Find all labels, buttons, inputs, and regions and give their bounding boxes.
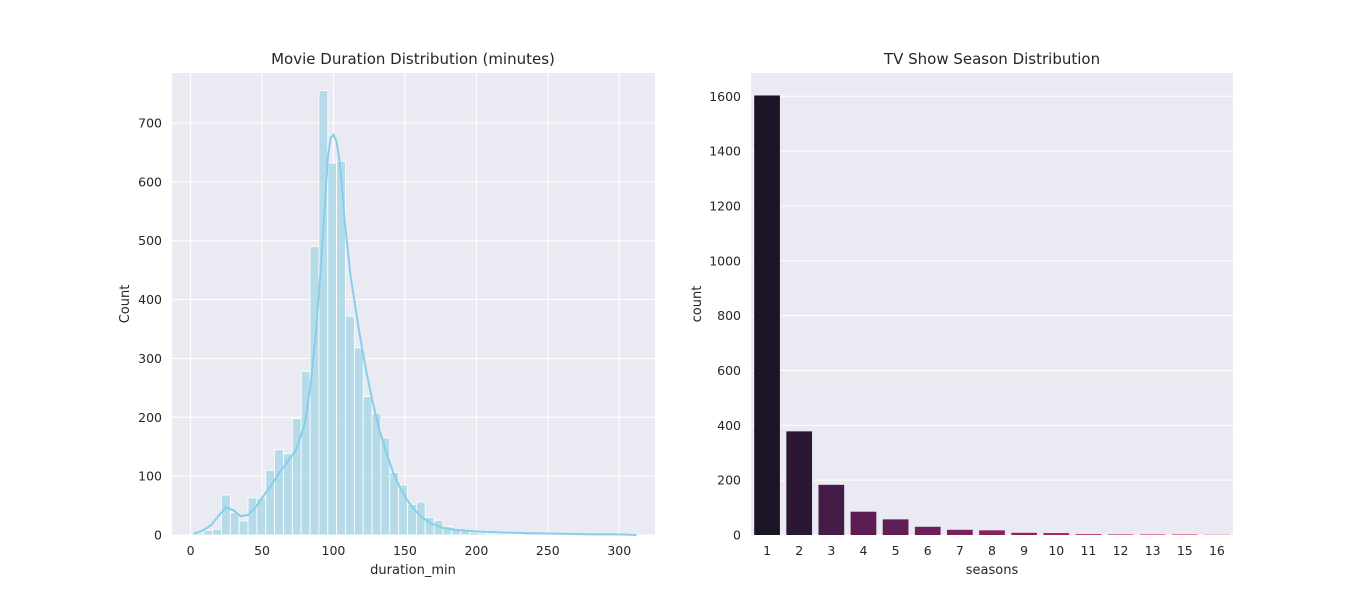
y-tick-label: 400 bbox=[717, 418, 741, 433]
x-tick-label: 300 bbox=[607, 543, 631, 558]
histogram-bar bbox=[204, 530, 213, 535]
histogram-bar bbox=[354, 348, 363, 535]
histogram-bar bbox=[248, 498, 257, 535]
histogram-bar bbox=[213, 529, 222, 535]
histogram-bar bbox=[505, 534, 514, 535]
bar-season-11 bbox=[1076, 534, 1102, 535]
bar-season-12 bbox=[1108, 534, 1134, 535]
y-tick-label: 300 bbox=[138, 351, 162, 366]
duration-histogram-chart: 0 50 100 150 200 250 300 0 100 200 300 400 500 600 70… bbox=[118, 50, 655, 578]
y-tick-label: 100 bbox=[138, 469, 162, 484]
bar-season-5 bbox=[883, 519, 909, 535]
y-tick-label: 200 bbox=[138, 410, 162, 425]
histogram-bar bbox=[345, 316, 354, 535]
y-tick-label: 1000 bbox=[709, 253, 741, 268]
y-tick-labels: 0 200 400 600 800 1000 1200 1400 1600 bbox=[709, 89, 741, 543]
y-tick-label: 1600 bbox=[709, 89, 741, 104]
histogram-bar bbox=[328, 163, 337, 535]
x-axis-label: seasons bbox=[966, 563, 1019, 578]
histogram-bar bbox=[487, 534, 496, 535]
y-tick-labels: 0 100 200 300 400 500 600 700 bbox=[138, 116, 162, 543]
x-tick-label: 15 bbox=[1177, 543, 1193, 558]
histogram-bar bbox=[266, 470, 275, 535]
x-tick-label: 250 bbox=[536, 543, 560, 558]
y-tick-label: 200 bbox=[717, 473, 741, 488]
bar-season-1 bbox=[754, 95, 780, 535]
y-axis-label: count bbox=[690, 286, 705, 323]
chart-title: TV Show Season Distribution bbox=[883, 50, 1100, 68]
y-tick-label: 1400 bbox=[709, 144, 741, 159]
histogram-bar bbox=[221, 495, 230, 535]
chart-title: Movie Duration Distribution (minutes) bbox=[271, 50, 555, 68]
bar-season-2 bbox=[786, 431, 812, 535]
x-tick-label: 6 bbox=[924, 543, 932, 558]
y-tick-label: 600 bbox=[138, 174, 162, 189]
bar-season-10 bbox=[1043, 533, 1069, 535]
x-tick-labels: 0 50 100 150 200 250 300 bbox=[187, 543, 632, 558]
x-tick-label: 16 bbox=[1209, 543, 1225, 558]
x-tick-label: 12 bbox=[1113, 543, 1129, 558]
x-tick-label: 11 bbox=[1080, 543, 1096, 558]
y-tick-label: 600 bbox=[717, 363, 741, 378]
bar-season-9 bbox=[1011, 533, 1037, 535]
bar-season-15 bbox=[1172, 534, 1198, 535]
bar-season-3 bbox=[818, 485, 844, 535]
x-tick-label: 9 bbox=[1020, 543, 1028, 558]
x-tick-label: 5 bbox=[892, 543, 900, 558]
x-tick-label: 8 bbox=[988, 543, 996, 558]
x-tick-label: 200 bbox=[464, 543, 488, 558]
bar-season-6 bbox=[915, 527, 941, 535]
y-tick-label: 800 bbox=[717, 308, 741, 323]
histogram-bar bbox=[275, 450, 284, 535]
bar-season-8 bbox=[979, 530, 1005, 535]
histogram-bar bbox=[363, 397, 372, 535]
plot-area-background bbox=[172, 73, 655, 535]
histogram-bar bbox=[239, 521, 248, 535]
y-tick-label: 700 bbox=[138, 116, 162, 131]
x-tick-label: 0 bbox=[187, 543, 195, 558]
x-tick-label: 2 bbox=[795, 543, 803, 558]
x-tick-label: 3 bbox=[827, 543, 835, 558]
x-tick-label: 150 bbox=[393, 543, 417, 558]
x-tick-label: 50 bbox=[254, 543, 270, 558]
histogram-bar bbox=[496, 534, 505, 535]
x-tick-label: 7 bbox=[956, 543, 964, 558]
histogram-bar bbox=[319, 91, 328, 535]
y-tick-label: 1200 bbox=[709, 198, 741, 213]
histogram-bar bbox=[470, 533, 479, 535]
bar-season-7 bbox=[947, 530, 973, 535]
y-axis-label: Count bbox=[118, 285, 133, 324]
y-tick-label: 400 bbox=[138, 292, 162, 307]
bar-season-13 bbox=[1140, 534, 1166, 535]
histogram-bar bbox=[514, 534, 523, 535]
plot-area-background bbox=[751, 73, 1233, 535]
x-axis-label: duration_min bbox=[370, 563, 456, 578]
x-tick-label: 13 bbox=[1145, 543, 1161, 558]
bar-season-4 bbox=[851, 512, 877, 535]
y-tick-label: 0 bbox=[733, 528, 741, 543]
y-tick-label: 0 bbox=[154, 528, 162, 543]
x-tick-label: 1 bbox=[763, 543, 771, 558]
histogram-bar bbox=[310, 247, 319, 535]
x-tick-label: 4 bbox=[859, 543, 867, 558]
x-tick-label: 10 bbox=[1048, 543, 1064, 558]
histogram-bar bbox=[230, 513, 239, 535]
histogram-bar bbox=[478, 533, 487, 535]
y-tick-label: 500 bbox=[138, 233, 162, 248]
x-tick-label: 100 bbox=[322, 543, 346, 558]
